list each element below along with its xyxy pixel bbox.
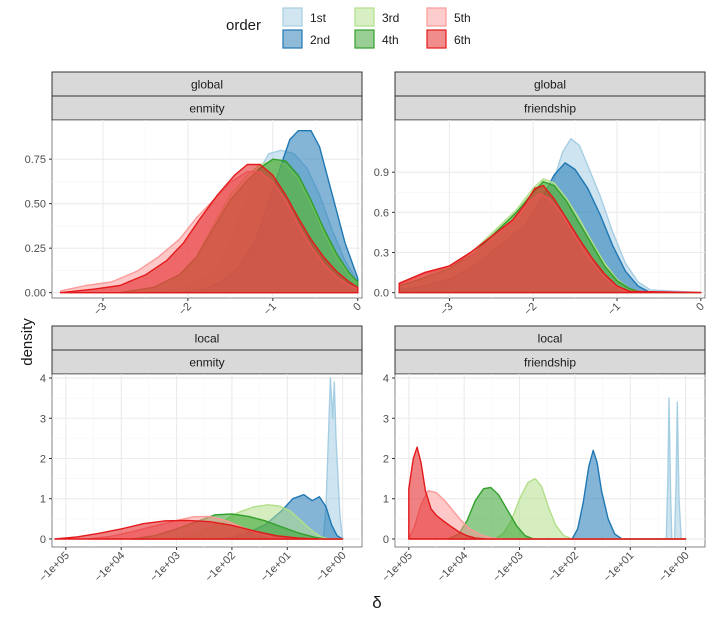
legend-entry-6th: 6th [426,29,471,49]
y-tick-label: 1 [40,494,46,506]
panel-global-enmity: global enmity 0.00 0.25 0.50 0.75 −3 −2 −1 0 [25,71,364,318]
strip-label-local: local [538,332,563,346]
y-tick-label: 0.25 [25,243,46,255]
x-tick-label: −1e+04 [92,550,127,585]
density-area-6th [398,184,702,294]
x-axis-label: δ [372,593,381,612]
x-tick-label: −1e+00 [314,550,349,585]
x-tick-label: −1e+05 [380,550,415,585]
y-tick-label: 0 [383,534,389,546]
legend-entry-1st: 1st [282,7,327,27]
x-tick-label: −1e+03 [148,550,183,585]
panel-local-enmity: local enmity 0 1 2 3 4 −1e+05 −1e+04 −1e+03 −1e+02… [37,325,363,585]
panel-local-friendship: local friendship 0 1 2 3 4 −1e+05 −1e+04 −1e+03 −1… [380,325,706,585]
y-axis-label: density [19,318,36,366]
strip-label-friendship: friendship [524,356,576,370]
y-tick-label: 0.9 [374,167,389,179]
legend-label-5th: 5th [454,11,471,25]
density-area-6th [54,519,344,540]
strip-global [51,71,363,97]
legend-entry-5th: 5th [426,7,471,27]
x-tick-label: −1e+05 [37,550,72,585]
x-tick-label: −3 [92,301,109,318]
legend: order 1st 2nd 3rd 4th 5th 6th [226,7,471,49]
legend-entry-2nd: 2nd [282,29,330,49]
strip-enmity [51,95,363,121]
x-tick-label: 0 [351,301,364,314]
panel-global-friendship: global friendship 0.0 0.3 0.6 0.9 −3 −2 −1 0 [374,71,706,318]
legend-label-3rd: 3rd [382,11,399,25]
strip-global [394,71,706,97]
y-tick-label: 0 [40,534,46,546]
y-tick-label: 0.3 [374,247,389,259]
y-tick-label: 0.50 [25,199,46,211]
y-tick-label: 0.6 [374,207,389,219]
strip-label-enmity: enmity [189,102,224,116]
x-tick-label: −2 [177,301,194,318]
x-tick-label: −1e+03 [491,550,526,585]
x-tick-label: −1e+01 [259,550,294,585]
legend-entry-3rd: 3rd [354,7,399,27]
strip-label-global: global [534,78,566,92]
legend-key-5th [426,7,447,27]
y-tick-label: 4 [40,373,46,385]
y-tick-label: 0.0 [374,288,389,300]
y-tick-label: 0.00 [25,288,46,300]
legend-label-4th: 4th [382,33,399,47]
x-tick-label: 0 [694,301,706,314]
strip-friendship [394,95,706,121]
legend-key-4th [354,29,375,49]
x-tick-label: −1 [262,301,279,318]
density-area-6th [408,446,687,540]
x-tick-label: −1e+01 [602,550,637,585]
x-tick-label: −1e+04 [435,550,470,585]
y-tick-label: 3 [383,413,389,425]
x-tick-label: −1e+02 [546,550,581,585]
y-tick-label: 0.75 [25,154,46,166]
x-tick-label: −1 [606,301,623,318]
strip-label-enmity: enmity [189,356,224,370]
strip-label-friendship: friendship [524,102,576,116]
strip-local [51,325,363,351]
legend-entry-4th: 4th [354,29,399,49]
legend-key-3rd [354,7,375,27]
legend-key-6th [426,29,447,49]
y-tick-label: 4 [383,373,389,385]
y-tick-label: 2 [383,453,389,465]
x-tick-label: −1e+02 [203,550,238,585]
x-tick-label: −3 [438,301,455,318]
y-tick-label: 3 [40,413,46,425]
legend-key-1st [282,7,303,27]
x-tick-label: −1e+00 [657,550,692,585]
density-area-1st [322,377,344,540]
strip-label-global: global [191,78,223,92]
density-area-6th [59,163,359,294]
legend-label-2nd: 2nd [310,33,330,47]
y-tick-label: 2 [40,453,46,465]
y-tick-label: 1 [383,494,389,506]
x-tick-label: −2 [522,301,539,318]
strip-enmity [51,349,363,375]
legend-title: order [226,17,261,34]
strip-label-local: local [195,332,220,346]
legend-label-6th: 6th [454,33,471,47]
legend-key-2nd [282,29,303,49]
legend-label-1st: 1st [310,11,327,25]
